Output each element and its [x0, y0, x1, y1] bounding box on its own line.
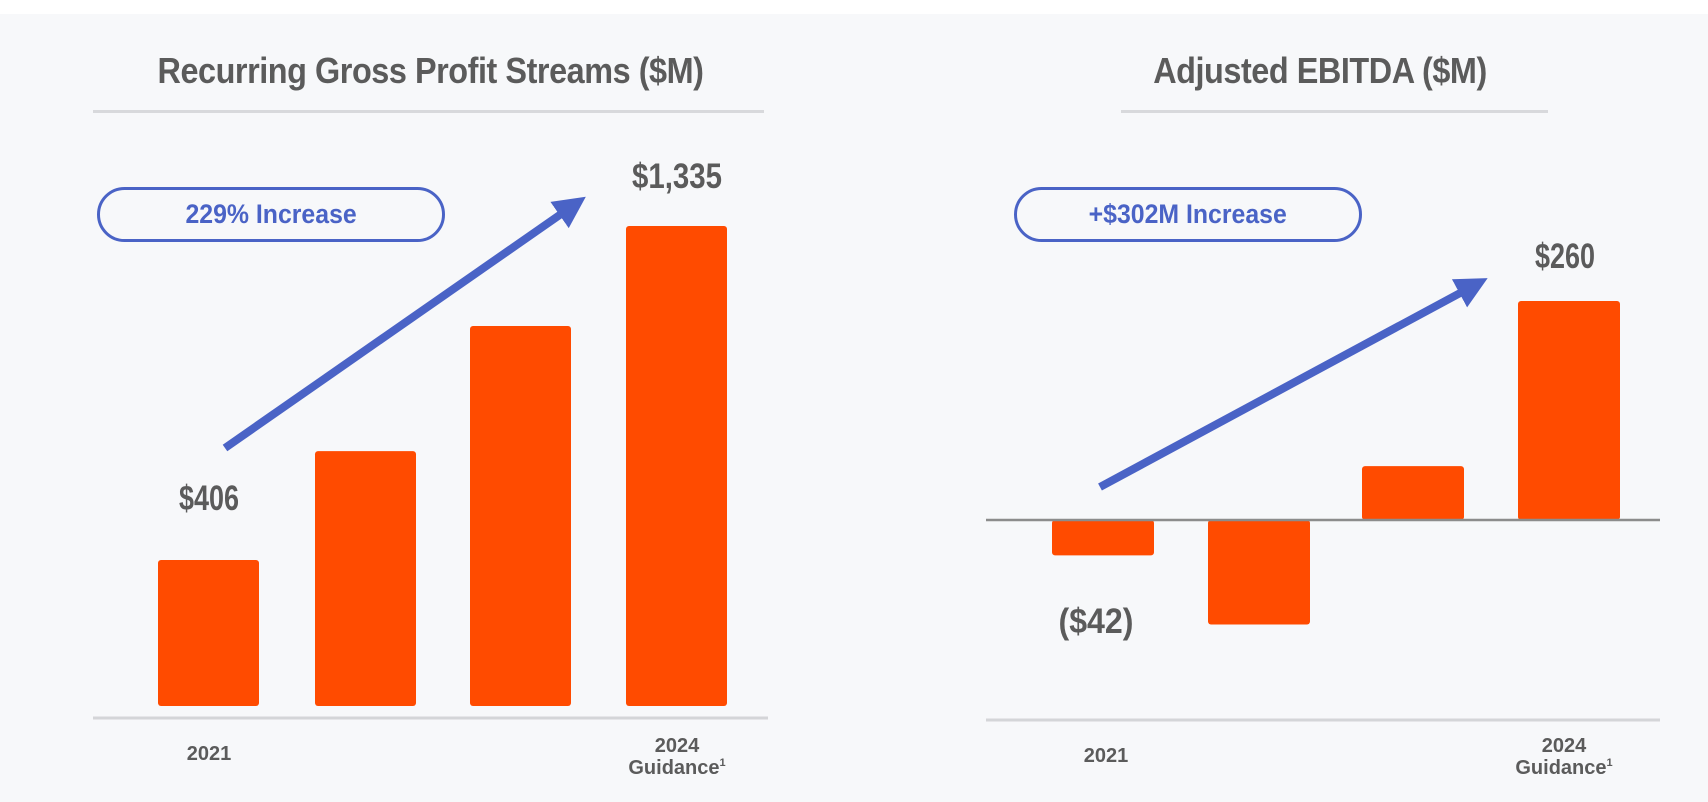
x-tick-label: 2024: [1542, 735, 1587, 757]
x-tick-sublabel: Guidance1: [628, 757, 725, 779]
bar-2023: [1362, 466, 1464, 520]
increase-badge-text: 229% Increase: [185, 199, 357, 229]
x-tick-label: 2021: [187, 743, 232, 765]
footnote-marker: 1: [720, 757, 726, 769]
top-strip: [0, 0, 1708, 14]
bar-2023: [470, 325, 571, 706]
bar-2021: [158, 560, 259, 706]
chart-title: Recurring Gross Profit Streams ($M): [157, 50, 704, 91]
x-tick-label: 2021: [1084, 745, 1129, 767]
data-label: $406: [179, 479, 239, 518]
increase-badge-text: +$302M Increase: [1088, 199, 1288, 229]
adjusted-ebitda-panel: Adjusted EBITDA ($M) +$302M Increase ($4…: [854, 0, 1708, 802]
bar-2022: [315, 451, 416, 706]
increase-badge: +$302M Increase: [1014, 187, 1362, 242]
increase-badge: 229% Increase: [97, 187, 445, 242]
trend-arrow-icon: [1098, 278, 1488, 491]
x-tick-sublabel: Guidance1: [1515, 757, 1612, 779]
x-tick-sublabel-text: Guidance: [1515, 757, 1606, 779]
chart-title: Adjusted EBITDA ($M): [1153, 50, 1487, 91]
title-underline: [93, 110, 764, 113]
bar-2021: [1052, 520, 1154, 556]
data-label: ($42): [1059, 602, 1134, 641]
data-label: $1,335: [632, 157, 722, 196]
trend-arrow-icon: [222, 196, 586, 452]
x-tick-sublabel-text: Guidance: [628, 757, 719, 779]
footnote-marker: 1: [1607, 757, 1613, 769]
data-label: $260: [1535, 237, 1595, 276]
bar-2024: [626, 226, 727, 706]
x-tick-label: 2024: [655, 735, 700, 757]
recurring-gross-profit-panel: Recurring Gross Profit Streams ($M) 229%…: [93, 50, 768, 779]
bar-2024: [1518, 301, 1620, 520]
bar-2022: [1208, 520, 1310, 625]
title-underline: [1121, 110, 1548, 113]
